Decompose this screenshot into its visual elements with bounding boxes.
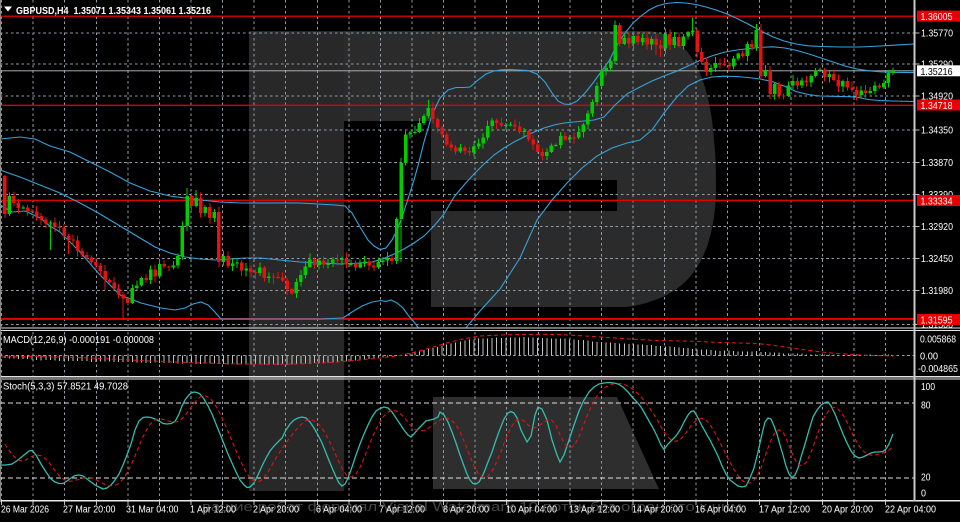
svg-text:22 Apr 04:00: 22 Apr 04:00 — [885, 504, 936, 516]
svg-text:-0.004865: -0.004865 — [918, 363, 958, 375]
svg-text:10 Apr 04:00: 10 Apr 04:00 — [506, 504, 557, 516]
svg-text:1.35216: 1.35216 — [921, 66, 953, 78]
svg-text:1.33334: 1.33334 — [921, 195, 953, 207]
svg-text:GBPUSD,H4 1.35071 1.35343 1.3: GBPUSD,H4 1.35071 1.35343 1.35061 1.3521… — [16, 5, 211, 17]
svg-text:1.36005: 1.36005 — [921, 11, 953, 23]
svg-text:1.32920: 1.32920 — [921, 221, 953, 233]
svg-text:13 Apr 12:00: 13 Apr 12:00 — [569, 504, 620, 516]
svg-text:17 Apr 12:00: 17 Apr 12:00 — [759, 504, 810, 516]
svg-text:1.31980: 1.31980 — [921, 285, 953, 297]
svg-text:31 Mar 04:00: 31 Mar 04:00 — [126, 504, 179, 516]
svg-text:0.00: 0.00 — [920, 350, 938, 362]
svg-text:MACD(12,26,9) -0.000191 -0.000: MACD(12,26,9) -0.000191 -0.000008 — [3, 335, 154, 346]
svg-text:1.34350: 1.34350 — [921, 125, 953, 137]
svg-text:2 Apr 20:00: 2 Apr 20:00 — [253, 504, 299, 516]
svg-text:1 Apr 12:00: 1 Apr 12:00 — [190, 504, 236, 516]
svg-text:1.34718: 1.34718 — [921, 100, 953, 112]
svg-text:1.31595: 1.31595 — [921, 314, 953, 326]
svg-text:16 Apr 04:00: 16 Apr 04:00 — [695, 504, 746, 516]
svg-text:26 Mar 2026: 26 Mar 2026 — [1, 504, 49, 516]
svg-text:Stoch(5,3,3) 57.8521 49.7028: Stoch(5,3,3) 57.8521 49.7028 — [3, 382, 128, 393]
svg-text:14 Apr 20:00: 14 Apr 20:00 — [632, 504, 683, 516]
svg-text:6 Apr 04:00: 6 Apr 04:00 — [316, 504, 362, 516]
svg-text:1.35770: 1.35770 — [921, 28, 953, 40]
svg-text:1.33870: 1.33870 — [921, 157, 953, 169]
svg-text:8 Apr 20:00: 8 Apr 20:00 — [443, 504, 489, 516]
svg-text:0: 0 — [921, 487, 926, 499]
svg-text:20 Apr 20:00: 20 Apr 20:00 — [822, 504, 873, 516]
svg-text:20: 20 — [921, 471, 931, 483]
svg-text:100: 100 — [921, 381, 935, 393]
svg-text:0.005868: 0.005868 — [920, 334, 956, 346]
svg-text:80: 80 — [921, 399, 931, 411]
svg-text:1.32450: 1.32450 — [921, 253, 953, 265]
svg-text:ващие робот форсиял Visual Wat: ващие робот форсиял Visual Watermark 10 … — [202, 499, 742, 514]
svg-text:27 Mar 20:00: 27 Mar 20:00 — [63, 504, 116, 516]
svg-text:7 Apr 12:00: 7 Apr 12:00 — [379, 504, 425, 516]
